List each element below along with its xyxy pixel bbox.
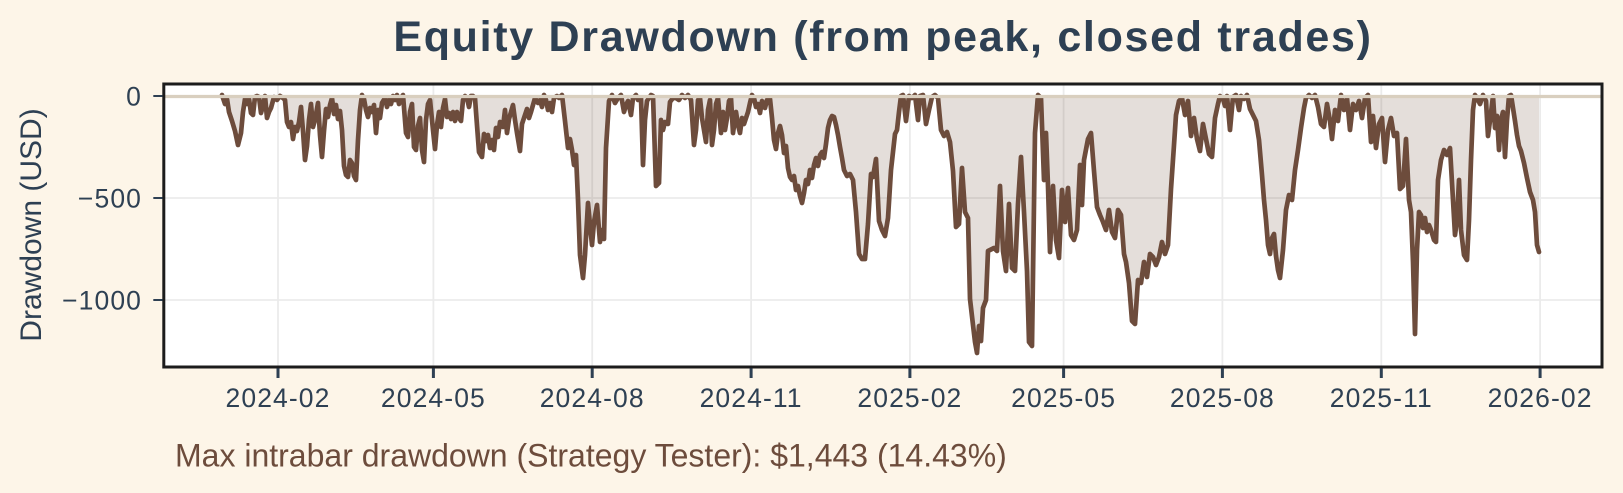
svg-text:2024-11: 2024-11 (700, 383, 803, 413)
svg-text:2025-08: 2025-08 (1170, 383, 1275, 413)
svg-text:−500: −500 (78, 184, 142, 214)
svg-text:Drawdown (USD): Drawdown (USD) (15, 108, 48, 341)
svg-text:Max intrabar drawdown (Strateg: Max intrabar drawdown (Strategy Tester):… (175, 438, 1007, 474)
svg-text:2024-08: 2024-08 (540, 383, 645, 413)
svg-text:2025-11: 2025-11 (1330, 383, 1433, 413)
svg-text:0: 0 (126, 82, 142, 112)
svg-text:Equity Drawdown (from peak, cl: Equity Drawdown (from peak, closed trade… (393, 13, 1372, 61)
svg-text:−1000: −1000 (62, 286, 142, 316)
svg-text:2024-05: 2024-05 (381, 383, 486, 413)
svg-text:2025-02: 2025-02 (857, 383, 962, 413)
svg-text:2025-05: 2025-05 (1011, 383, 1116, 413)
svg-text:2026-02: 2026-02 (1488, 383, 1593, 413)
svg-text:2024-02: 2024-02 (226, 383, 331, 413)
